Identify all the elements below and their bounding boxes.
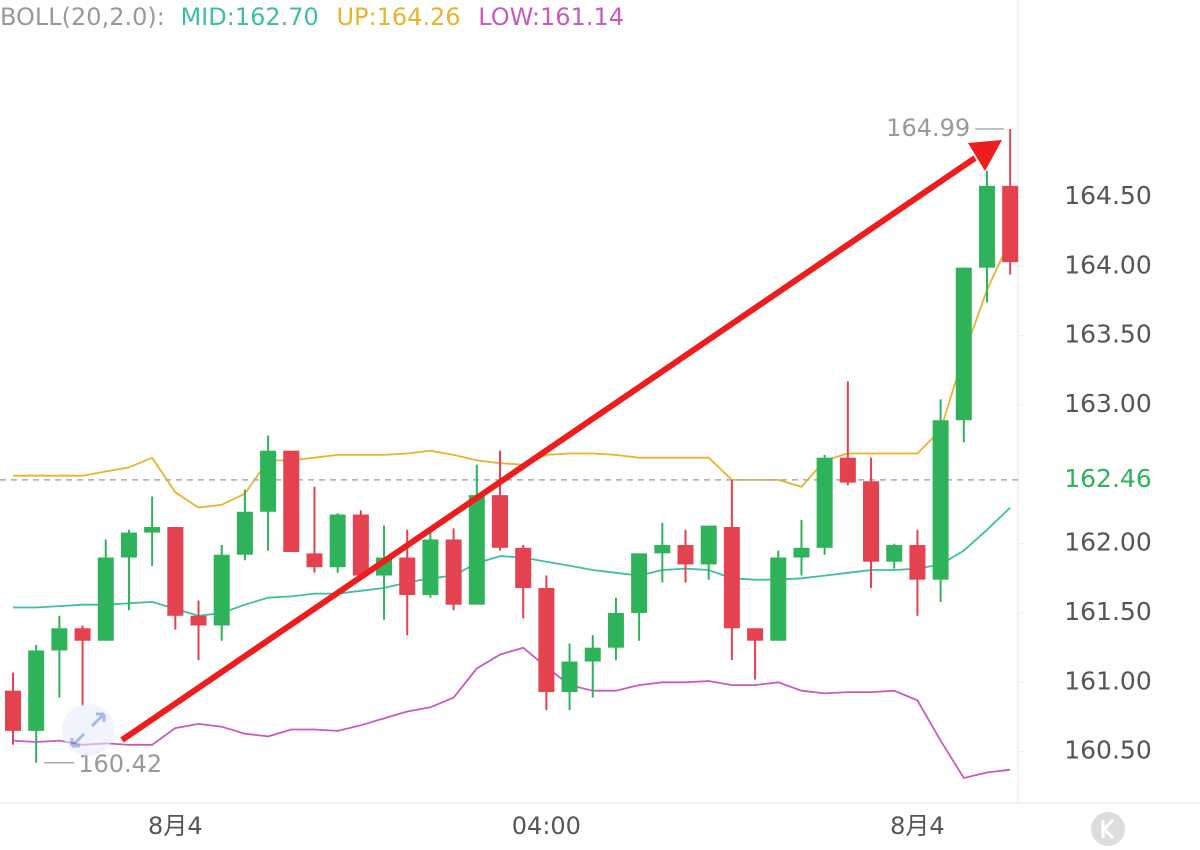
candle-body xyxy=(584,647,601,662)
k-button[interactable] xyxy=(1091,812,1125,846)
candle-body xyxy=(978,185,995,268)
x-tick-label: 8月4 xyxy=(890,812,945,840)
candle-body xyxy=(329,514,346,568)
candle-body xyxy=(167,527,184,616)
indicator-name: BOLL(20,2.0): xyxy=(0,3,165,31)
candle-body xyxy=(260,450,277,512)
candle-body xyxy=(886,545,903,562)
x-tick-label: 04:00 xyxy=(512,812,581,840)
candle-body xyxy=(28,650,45,731)
candle-body xyxy=(955,267,972,421)
indicator-legend: BOLL(20,2.0): MID:162.70 UP:164.26 LOW:1… xyxy=(0,3,624,31)
candle-body xyxy=(491,495,508,548)
candle-body xyxy=(97,557,114,641)
candle-body xyxy=(190,615,207,626)
y-tick-label: 163.50 xyxy=(1064,320,1151,349)
legend-mid: MID:162.70 xyxy=(180,3,318,31)
y-tick-label: 164.50 xyxy=(1064,181,1151,210)
y-tick-label: 161.50 xyxy=(1064,597,1151,626)
candle-body xyxy=(677,545,694,565)
candle-body xyxy=(51,628,68,651)
icon-glyph xyxy=(70,712,106,748)
candle-body xyxy=(120,532,137,558)
candle-body xyxy=(422,539,439,595)
max-label: 164.99 xyxy=(886,114,970,142)
k-button-bg xyxy=(1091,812,1125,846)
last-price-bg xyxy=(1020,461,1200,498)
legend-up: UP:164.26 xyxy=(336,3,460,31)
candle-body xyxy=(352,514,369,576)
candle-body xyxy=(607,612,624,648)
candle-body xyxy=(561,661,578,693)
legend-low: LOW:161.14 xyxy=(478,3,624,31)
candle-body xyxy=(213,554,230,626)
arrow-shaft xyxy=(120,155,977,743)
last-price-label: 162.46 xyxy=(1064,464,1151,493)
candle-body xyxy=(816,457,833,548)
icon-bg xyxy=(62,704,114,756)
y-tick-label: 162.00 xyxy=(1064,528,1151,557)
candle-body xyxy=(144,527,161,533)
candle-body xyxy=(723,527,740,629)
candle-body xyxy=(445,539,462,605)
candle-body xyxy=(74,628,91,641)
candle-body xyxy=(839,457,856,483)
candle-body xyxy=(700,525,717,565)
y-tick-label: 160.50 xyxy=(1064,736,1151,765)
candle-body xyxy=(932,420,949,580)
candle-body xyxy=(863,481,880,562)
candle-body xyxy=(1002,185,1019,263)
candle-body xyxy=(236,511,253,555)
candle-body xyxy=(654,545,671,554)
candle-body xyxy=(909,545,926,580)
y-tick-label: 164.00 xyxy=(1064,250,1151,279)
candle-body xyxy=(306,553,323,568)
trend-arrow xyxy=(120,140,1002,743)
candle-body xyxy=(399,557,416,595)
candle-body xyxy=(631,553,648,613)
candle-body xyxy=(538,588,555,693)
k-button-glyph xyxy=(1101,818,1115,840)
candle-body xyxy=(747,628,764,641)
plot: 160.50 161.00 161.50 162.00 163.00 163.50 164.… xyxy=(0,114,1200,840)
candle-body xyxy=(515,547,532,589)
y-tick-label: 161.00 xyxy=(1064,666,1151,695)
candle-body xyxy=(793,547,810,558)
candle-body xyxy=(5,690,21,731)
x-tick-label: 8月4 xyxy=(148,812,203,840)
arrow-head xyxy=(968,140,1002,171)
band-line xyxy=(13,239,1012,509)
candle-body xyxy=(770,557,787,641)
candle-body xyxy=(468,495,485,605)
expand-icon[interactable] xyxy=(62,704,114,756)
band-line xyxy=(12,646,1011,780)
y-tick-label: 163.00 xyxy=(1064,389,1151,418)
candle-body xyxy=(283,450,300,552)
